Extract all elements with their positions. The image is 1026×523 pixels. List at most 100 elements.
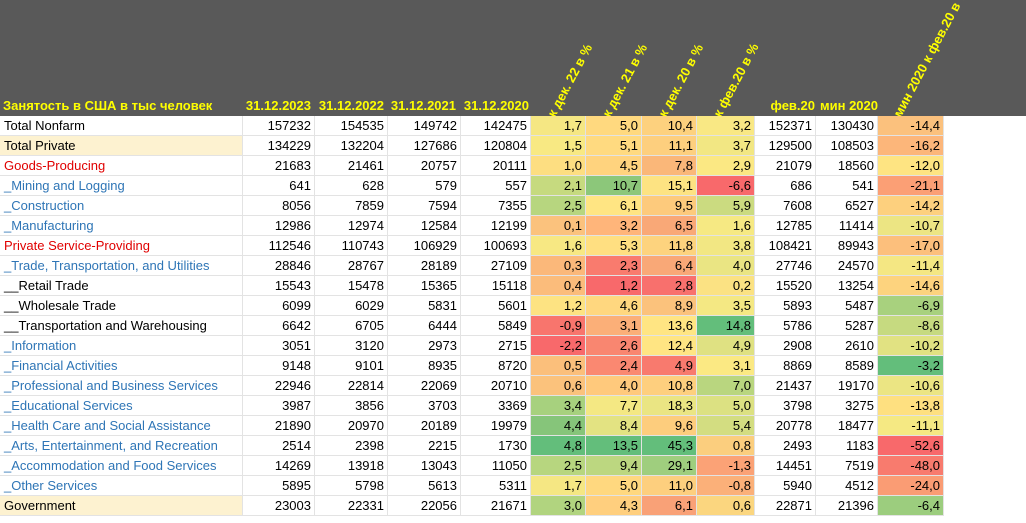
value-2022[interactable]: 7859 bbox=[315, 196, 388, 215]
value-2023[interactable]: 15543 bbox=[243, 276, 315, 295]
value-2023[interactable]: 5895 bbox=[243, 476, 315, 495]
pct-vs-dec21[interactable]: 3,1 bbox=[586, 316, 642, 335]
value-2020[interactable]: 5311 bbox=[461, 476, 531, 495]
pct-vs-dec21[interactable]: 5,3 bbox=[586, 236, 642, 255]
pct-vs-dec22[interactable]: 0,4 bbox=[531, 276, 586, 295]
value-2023[interactable]: 14269 bbox=[243, 456, 315, 475]
pct-vs-dec21[interactable]: 3,2 bbox=[586, 216, 642, 235]
value-2021[interactable]: 106929 bbox=[388, 236, 461, 255]
value-feb20[interactable]: 686 bbox=[755, 176, 816, 195]
value-feb20[interactable]: 12785 bbox=[755, 216, 816, 235]
row-label[interactable]: _Arts, Entertainment, and Recreation bbox=[0, 436, 243, 455]
value-2022[interactable]: 3856 bbox=[315, 396, 388, 415]
pct-vs-feb20[interactable]: 5,0 bbox=[697, 396, 755, 415]
value-2021[interactable]: 5613 bbox=[388, 476, 461, 495]
pct-min2020-vs-feb20[interactable]: -10,2 bbox=[878, 336, 944, 355]
value-min2020[interactable]: 130430 bbox=[816, 116, 878, 135]
pct-vs-dec21[interactable]: 2,6 bbox=[586, 336, 642, 355]
pct-vs-dec21[interactable]: 4,0 bbox=[586, 376, 642, 395]
pct-vs-dec22[interactable]: 0,1 bbox=[531, 216, 586, 235]
value-2023[interactable]: 23003 bbox=[243, 496, 315, 515]
pct-vs-dec21[interactable]: 6,1 bbox=[586, 196, 642, 215]
pct-vs-dec22[interactable]: 0,3 bbox=[531, 256, 586, 275]
value-feb20[interactable]: 27746 bbox=[755, 256, 816, 275]
value-2020[interactable]: 12199 bbox=[461, 216, 531, 235]
value-2021[interactable]: 13043 bbox=[388, 456, 461, 475]
pct-vs-dec20[interactable]: 2,8 bbox=[642, 276, 697, 295]
pct-vs-dec20[interactable]: 13,6 bbox=[642, 316, 697, 335]
pct-vs-dec20[interactable]: 9,5 bbox=[642, 196, 697, 215]
value-min2020[interactable]: 2610 bbox=[816, 336, 878, 355]
pct-vs-dec20[interactable]: 11,8 bbox=[642, 236, 697, 255]
value-min2020[interactable]: 13254 bbox=[816, 276, 878, 295]
row-label[interactable]: _Financial Activities bbox=[0, 356, 243, 375]
value-2021[interactable]: 127686 bbox=[388, 136, 461, 155]
pct-vs-feb20[interactable]: 0,2 bbox=[697, 276, 755, 295]
pct-vs-dec22[interactable]: -2,2 bbox=[531, 336, 586, 355]
value-2023[interactable]: 21683 bbox=[243, 156, 315, 175]
pct-vs-feb20[interactable]: 5,9 bbox=[697, 196, 755, 215]
value-min2020[interactable]: 4512 bbox=[816, 476, 878, 495]
value-2020[interactable]: 100693 bbox=[461, 236, 531, 255]
value-2020[interactable]: 19979 bbox=[461, 416, 531, 435]
column-header-2023[interactable]: 31.12.2023 bbox=[245, 98, 311, 113]
pct-min2020-vs-feb20[interactable]: -16,2 bbox=[878, 136, 944, 155]
pct-vs-dec21[interactable]: 5,0 bbox=[586, 476, 642, 495]
value-2020[interactable]: 7355 bbox=[461, 196, 531, 215]
value-feb20[interactable]: 5786 bbox=[755, 316, 816, 335]
value-min2020[interactable]: 1183 bbox=[816, 436, 878, 455]
pct-min2020-vs-feb20[interactable]: -11,4 bbox=[878, 256, 944, 275]
value-2020[interactable]: 5849 bbox=[461, 316, 531, 335]
value-2022[interactable]: 628 bbox=[315, 176, 388, 195]
pct-min2020-vs-feb20[interactable]: -24,0 bbox=[878, 476, 944, 495]
pct-vs-dec21[interactable]: 8,4 bbox=[586, 416, 642, 435]
value-min2020[interactable]: 5487 bbox=[816, 296, 878, 315]
value-2022[interactable]: 21461 bbox=[315, 156, 388, 175]
pct-vs-feb20[interactable]: 1,6 bbox=[697, 216, 755, 235]
value-2020[interactable]: 20111 bbox=[461, 156, 531, 175]
pct-vs-feb20[interactable]: 3,8 bbox=[697, 236, 755, 255]
value-feb20[interactable]: 5893 bbox=[755, 296, 816, 315]
pct-vs-dec22[interactable]: 2,5 bbox=[531, 456, 586, 475]
value-feb20[interactable]: 22871 bbox=[755, 496, 816, 515]
row-label[interactable]: Private Service-Providing bbox=[0, 236, 243, 255]
pct-min2020-vs-feb20[interactable]: -13,8 bbox=[878, 396, 944, 415]
row-label[interactable]: __Wholesale Trade bbox=[0, 296, 243, 315]
row-label[interactable]: _Health Care and Social Assistance bbox=[0, 416, 243, 435]
pct-vs-feb20[interactable]: 4,0 bbox=[697, 256, 755, 275]
row-label[interactable]: _Educational Services bbox=[0, 396, 243, 415]
value-2021[interactable]: 20189 bbox=[388, 416, 461, 435]
value-2020[interactable]: 8720 bbox=[461, 356, 531, 375]
pct-min2020-vs-feb20[interactable]: -8,6 bbox=[878, 316, 944, 335]
value-feb20[interactable]: 2908 bbox=[755, 336, 816, 355]
value-2022[interactable]: 20970 bbox=[315, 416, 388, 435]
value-2021[interactable]: 12584 bbox=[388, 216, 461, 235]
pct-vs-dec20[interactable]: 10,4 bbox=[642, 116, 697, 135]
value-2020[interactable]: 3369 bbox=[461, 396, 531, 415]
value-2021[interactable]: 22069 bbox=[388, 376, 461, 395]
value-2023[interactable]: 21890 bbox=[243, 416, 315, 435]
value-2022[interactable]: 15478 bbox=[315, 276, 388, 295]
pct-vs-dec20[interactable]: 45,3 bbox=[642, 436, 697, 455]
column-header-2021[interactable]: 31.12.2021 bbox=[390, 98, 456, 113]
value-2023[interactable]: 157232 bbox=[243, 116, 315, 135]
pct-vs-feb20[interactable]: 3,7 bbox=[697, 136, 755, 155]
pct-vs-dec20[interactable]: 4,9 bbox=[642, 356, 697, 375]
pct-min2020-vs-feb20[interactable]: -52,6 bbox=[878, 436, 944, 455]
pct-vs-dec20[interactable]: 8,9 bbox=[642, 296, 697, 315]
pct-vs-dec22[interactable]: 4,8 bbox=[531, 436, 586, 455]
pct-vs-dec22[interactable]: 3,4 bbox=[531, 396, 586, 415]
pct-vs-dec22[interactable]: 2,1 bbox=[531, 176, 586, 195]
value-2020[interactable]: 557 bbox=[461, 176, 531, 195]
pct-vs-dec22[interactable]: 1,5 bbox=[531, 136, 586, 155]
value-2021[interactable]: 7594 bbox=[388, 196, 461, 215]
value-2020[interactable]: 27109 bbox=[461, 256, 531, 275]
pct-vs-dec22[interactable]: 1,0 bbox=[531, 156, 586, 175]
value-min2020[interactable]: 8589 bbox=[816, 356, 878, 375]
pct-vs-feb20[interactable]: 14,8 bbox=[697, 316, 755, 335]
value-feb20[interactable]: 129500 bbox=[755, 136, 816, 155]
pct-vs-dec21[interactable]: 7,7 bbox=[586, 396, 642, 415]
value-2020[interactable]: 142475 bbox=[461, 116, 531, 135]
value-2022[interactable]: 3120 bbox=[315, 336, 388, 355]
value-feb20[interactable]: 21437 bbox=[755, 376, 816, 395]
